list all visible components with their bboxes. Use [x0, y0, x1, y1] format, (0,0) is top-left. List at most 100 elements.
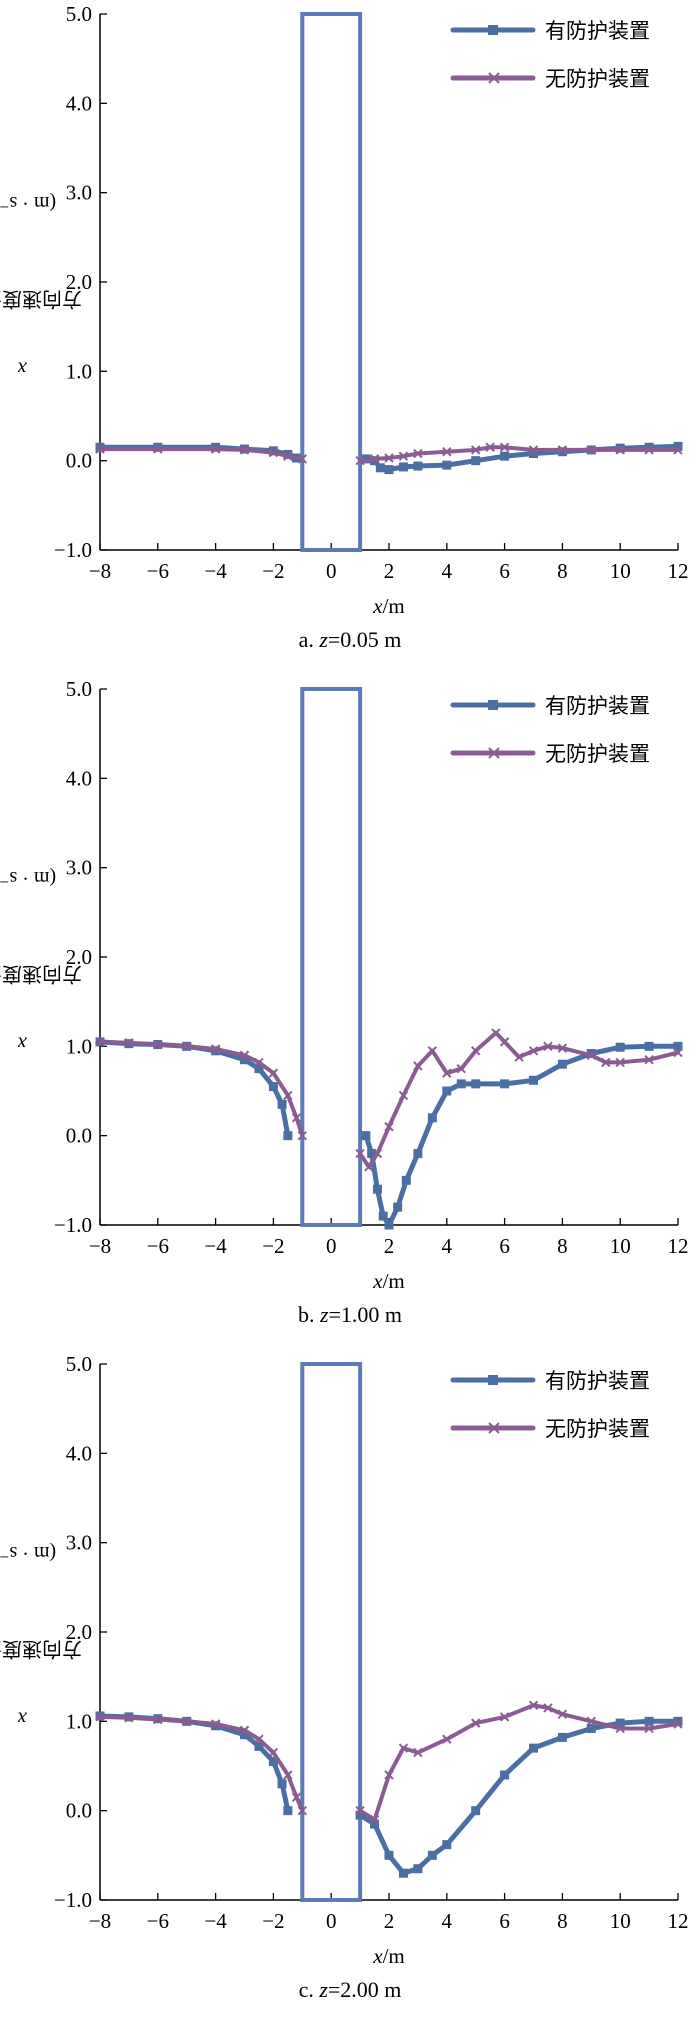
data-point-unprotected [615, 1057, 625, 1068]
data-point-unprotected [528, 445, 539, 455]
y-tick-label: 1.0 [66, 1709, 92, 1733]
x-tick-label: −8 [89, 559, 111, 583]
y-tick-label: 3.0 [66, 181, 92, 205]
x-tick-label: −6 [147, 559, 169, 583]
data-point-protected [398, 462, 408, 472]
y-tick-label: −1.0 [54, 1213, 92, 1237]
data-point-protected [586, 1723, 596, 1733]
x-axis-label: x/m [373, 1944, 405, 1968]
data-point-unprotected [95, 444, 105, 454]
x-tick-label: −4 [204, 559, 227, 583]
data-point-protected [361, 1131, 371, 1141]
x-tick-label: 6 [499, 559, 510, 583]
data-point-unprotected [586, 1050, 597, 1060]
data-point-protected [240, 1730, 249, 1740]
data-point-unprotected [95, 1037, 105, 1047]
data-point-protected [398, 1868, 408, 1878]
data-point-unprotected [384, 1770, 394, 1780]
data-point-protected [283, 1806, 293, 1816]
x-tick-label: 0 [326, 559, 337, 583]
data-point-unprotected [673, 445, 683, 455]
x-tick-label: −4 [204, 1909, 227, 1933]
data-point-unprotected [442, 1068, 452, 1078]
data-point-unprotected [601, 1057, 611, 1068]
data-point-protected [500, 451, 510, 461]
data-point-protected [456, 1079, 466, 1089]
data-point-unprotected [499, 442, 510, 452]
x-tick-label: 8 [557, 1909, 568, 1933]
data-point-unprotected [470, 1046, 481, 1056]
data-point-unprotected [283, 1090, 293, 1101]
data-point-protected [413, 1864, 423, 1874]
data-point-unprotected [181, 1716, 192, 1727]
data-point-unprotected [644, 445, 654, 455]
data-point-unprotected [557, 445, 568, 455]
series-line-unprotected [358, 1030, 680, 1169]
data-point-protected [372, 1184, 382, 1194]
data-point-unprotected [398, 1743, 409, 1753]
barrier-box [300, 12, 363, 552]
x-tick-label: −4 [204, 1234, 227, 1258]
data-point-protected [500, 1079, 510, 1089]
data-point-unprotected [239, 1050, 250, 1060]
data-point-protected [673, 441, 683, 451]
x-tick-label: 0 [326, 1909, 337, 1933]
x-tick-label: 4 [442, 1909, 453, 1933]
data-point-protected [375, 463, 385, 473]
data-point-protected [384, 1220, 394, 1230]
chart-panel-c: x方向速度分量/(m · s⁻¹) −1.00.01.02.03.04.05.0… [0, 1350, 700, 2025]
data-point-unprotected [153, 444, 163, 454]
data-point-unprotected [499, 1037, 510, 1047]
data-point-unprotected [615, 1723, 625, 1734]
legend-label: 有防护装置 [545, 694, 650, 718]
data-point-protected [529, 1743, 538, 1753]
data-point-protected [673, 1716, 683, 1726]
chart-svg: −1.0 0.0 1.0 2.0 3.0 4.0 5.0 −8 −6 −4 −2 0 2 4 6 8 10 12 有… [54, 677, 689, 1258]
data-point-unprotected [210, 1044, 221, 1054]
data-point-unprotected [442, 1734, 452, 1744]
x-tick-label: 12 [668, 1909, 689, 1933]
x-tick-label: −6 [147, 1909, 169, 1933]
data-point-unprotected [355, 455, 365, 466]
data-point-unprotected [364, 1162, 374, 1172]
data-point-unprotected [95, 1712, 105, 1722]
legend-marker [488, 72, 500, 84]
data-point-protected [471, 1079, 481, 1089]
data-point-protected [471, 456, 481, 466]
data-point-unprotected [124, 1713, 134, 1723]
data-point-protected [644, 1716, 654, 1726]
data-point-protected [442, 460, 452, 470]
legend-marker [488, 25, 498, 35]
data-point-protected [240, 1055, 249, 1065]
data-point-protected [367, 1149, 377, 1159]
data-point-unprotected [427, 1046, 438, 1056]
data-point-unprotected [557, 1709, 568, 1719]
legend-label: 无防护装置 [545, 1417, 650, 1441]
data-point-protected [557, 1059, 567, 1069]
data-point-protected [378, 1211, 388, 1221]
x-tick-label: 10 [610, 559, 631, 583]
data-point-unprotected [557, 1043, 568, 1053]
data-point-unprotected [413, 1061, 423, 1071]
y-tick-label: 2.0 [66, 270, 92, 294]
y-tick-label: 0.0 [66, 449, 92, 473]
data-point-unprotected [291, 1792, 302, 1802]
barrier-box [300, 1362, 363, 1902]
data-point-unprotected [210, 1719, 221, 1729]
y-tick-label: 3.0 [66, 856, 92, 880]
data-point-protected [384, 1850, 394, 1860]
data-point-unprotected [297, 454, 308, 464]
y-tick-label: 1.0 [66, 1034, 92, 1058]
data-point-protected [277, 1099, 287, 1109]
chart-caption: b. z=1.00 m [297, 1302, 403, 1327]
data-point-unprotected [283, 451, 293, 461]
legend-marker [488, 700, 498, 710]
legend-label: 有防护装置 [545, 1369, 650, 1393]
data-point-unprotected [456, 1063, 466, 1074]
x-tick-label: 6 [499, 1909, 510, 1933]
data-point-unprotected [673, 1719, 683, 1729]
data-point-protected [268, 1757, 278, 1767]
chart-caption: a. z=0.05 m [298, 627, 402, 652]
legend-label: 无防护装置 [545, 67, 650, 91]
legend-label: 有防护装置 [545, 19, 650, 43]
